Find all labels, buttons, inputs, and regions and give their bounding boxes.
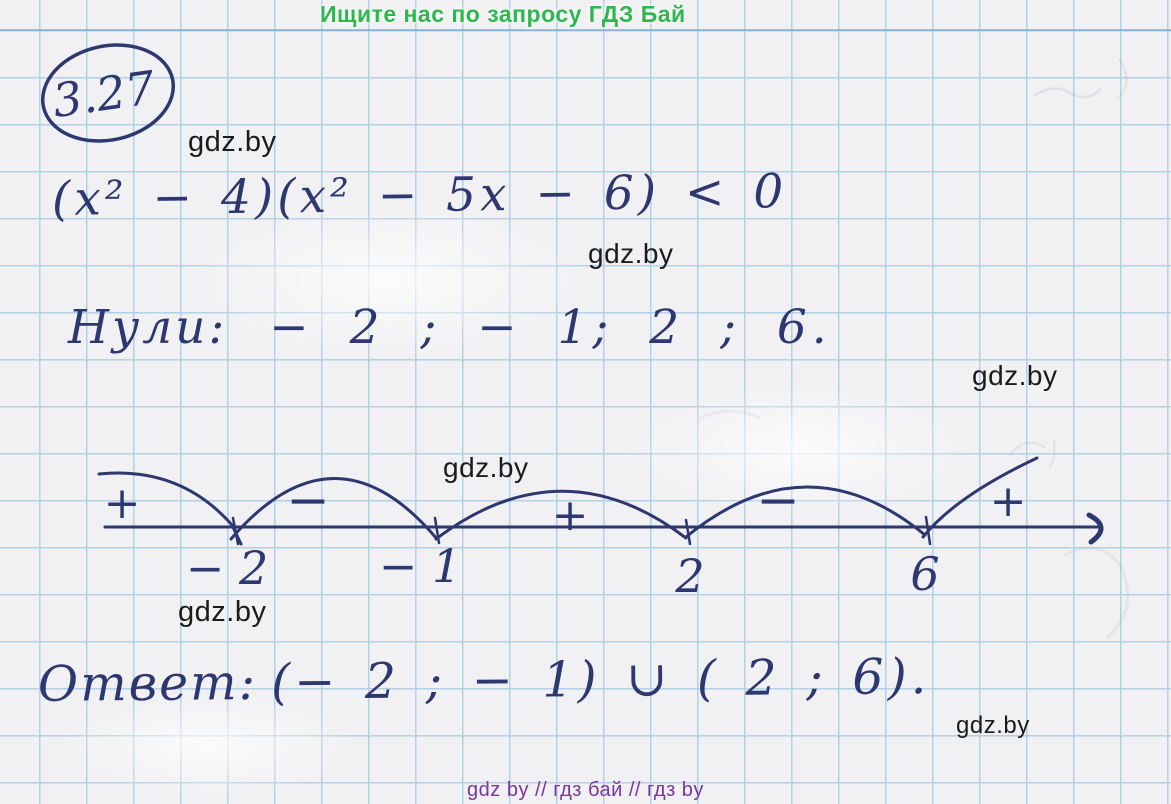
watermark-gdzby: gdz.by (443, 452, 529, 483)
zeros-line: Нули: − 2 ; − 1; 2 ; 6. (68, 300, 832, 355)
watermark-gdzby: gdz.by (972, 360, 1058, 391)
bleed-mark (1008, 439, 1056, 469)
sign-arcs (97, 456, 1039, 546)
sign-label: − (286, 471, 330, 531)
point-label: − 1 (379, 539, 461, 593)
sign-arc (229, 477, 439, 541)
zeros-label: Нули: (68, 300, 228, 355)
footer-text: gdz by // гдз бай // гдз by (467, 779, 704, 801)
point-label: − 2 (186, 541, 268, 595)
circle-outline (40, 43, 176, 143)
point-tick (433, 516, 441, 545)
sign-label: − (756, 471, 800, 531)
point-ticks (231, 515, 932, 546)
bleed-mark (1033, 87, 1102, 99)
bleed-mark (1063, 546, 1130, 639)
axis-arrow-icon (1086, 512, 1104, 545)
number-line-figure: + − + − + − 2 − 1 2 6 (97, 456, 1104, 603)
point-label: 6 (910, 547, 939, 601)
sign-label: + (552, 490, 589, 541)
point-tick (684, 518, 692, 546)
grid-top-line (0, 29, 1171, 31)
sign-arc (97, 471, 243, 546)
zeros-values: − 2 ; − 1; 2 ; 6. (269, 300, 832, 355)
bleed-mark (698, 409, 762, 420)
point-label: 2 (674, 549, 704, 603)
sign-label: + (104, 478, 141, 529)
bleed-mark (1116, 58, 1128, 100)
promo-header-text: Ищите нас по запросу ГДЗ Бай (320, 1, 686, 27)
watermark-gdzby: gdz.by (178, 596, 267, 628)
sign-arc (921, 456, 1039, 539)
point-tick (231, 516, 240, 546)
watermark-gdzby: gdz.by (956, 712, 1030, 739)
watermark-gdzby: gdz.by (588, 238, 674, 269)
sign-arc (684, 485, 927, 539)
sign-arc (434, 489, 688, 541)
problem-number-circle: 3.27 (40, 43, 176, 143)
sign-label: + (990, 476, 1027, 527)
point-tick (924, 515, 932, 546)
watermark-gdzby: gdz.by (188, 126, 277, 158)
